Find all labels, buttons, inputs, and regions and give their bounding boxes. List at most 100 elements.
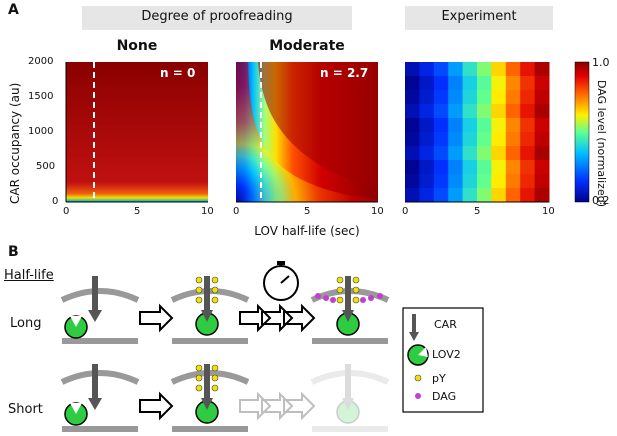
experiment-cell bbox=[419, 90, 435, 105]
experiment-cell bbox=[477, 62, 492, 77]
experiment-cell bbox=[419, 174, 435, 189]
xtick-none-0: 0 bbox=[63, 206, 70, 217]
experiment-cell bbox=[477, 160, 492, 175]
experiment-cell bbox=[419, 62, 435, 77]
experiment-cell bbox=[505, 76, 521, 91]
none-title: None bbox=[116, 38, 158, 54]
panel-a-label: A bbox=[8, 2, 19, 18]
ytick-0: 0 bbox=[52, 196, 59, 207]
experiment-cell bbox=[433, 174, 449, 189]
experiment-cell bbox=[433, 188, 449, 203]
experiment-cell bbox=[505, 174, 521, 189]
legend-lov2: LOV2 bbox=[432, 348, 461, 361]
experiment-cell bbox=[419, 146, 435, 161]
experiment-cell bbox=[448, 118, 464, 133]
experiment-cell bbox=[405, 188, 420, 203]
experiment-cell bbox=[505, 146, 521, 161]
experiment-cell bbox=[433, 90, 449, 105]
experiment-cell bbox=[419, 104, 435, 119]
experiment-cell bbox=[491, 62, 507, 77]
experiment-cell bbox=[419, 160, 435, 175]
experiment-cell bbox=[433, 118, 449, 133]
experiment-cell bbox=[491, 146, 507, 161]
experiment-cell bbox=[505, 160, 521, 175]
experiment-cell bbox=[448, 90, 464, 105]
xtick-none-5: 5 bbox=[134, 206, 141, 217]
experiment-header: Experiment bbox=[405, 6, 553, 30]
experiment-cell bbox=[405, 132, 420, 147]
experiment-cell bbox=[405, 76, 420, 91]
experiment-cell bbox=[534, 174, 550, 189]
experiment-cell bbox=[462, 62, 478, 77]
experiment-cell bbox=[534, 62, 550, 77]
experiment-cell bbox=[520, 90, 536, 105]
colorbar-label: DAG level (normalized) bbox=[595, 80, 608, 207]
ytick-2000: 2000 bbox=[28, 56, 54, 67]
proofreading-header: Degree of proofreading bbox=[82, 6, 352, 30]
experiment-cell bbox=[462, 160, 478, 175]
experiment-cell bbox=[433, 76, 449, 91]
experiment-cell bbox=[491, 174, 507, 189]
experiment-cell bbox=[477, 104, 492, 119]
experiment-cell bbox=[491, 118, 507, 133]
experiment-cell bbox=[462, 90, 478, 105]
experiment-cell bbox=[477, 118, 492, 133]
experiment-cell bbox=[448, 132, 464, 147]
experiment-cell bbox=[433, 104, 449, 119]
experiment-cell bbox=[405, 160, 420, 175]
experiment-cell bbox=[462, 132, 478, 147]
experiment-cell bbox=[433, 62, 449, 77]
heatmap-moderate-curve bbox=[236, 62, 378, 202]
experiment-cell bbox=[534, 76, 550, 91]
experiment-cell bbox=[520, 188, 536, 203]
experiment-cell bbox=[462, 188, 478, 203]
annotation-none: n = 0 bbox=[160, 66, 196, 80]
xtick-mod-0: 0 bbox=[233, 206, 240, 217]
experiment-cell bbox=[462, 146, 478, 161]
experiment-cell bbox=[448, 160, 464, 175]
row-long-label: Long bbox=[10, 316, 42, 331]
experiment-cell bbox=[405, 62, 420, 77]
heatmap-experiment bbox=[405, 62, 550, 203]
experiment-cell bbox=[505, 188, 521, 203]
experiment-cell bbox=[491, 160, 507, 175]
experiment-cell bbox=[462, 104, 478, 119]
legend-car: CAR bbox=[434, 318, 457, 331]
experiment-cell bbox=[520, 146, 536, 161]
y-axis-label: CAR occupancy (au) bbox=[8, 82, 22, 204]
colorbar-tick-min: 0.2 bbox=[592, 194, 610, 207]
experiment-cell bbox=[491, 132, 507, 147]
experiment-cell bbox=[419, 188, 435, 203]
xtick-exp-10: 10 bbox=[542, 206, 555, 217]
xtick-exp-5: 5 bbox=[474, 206, 481, 217]
experiment-cell bbox=[477, 188, 492, 203]
experiment-cell bbox=[477, 90, 492, 105]
legend-dag: DAG bbox=[432, 390, 457, 403]
experiment-cell bbox=[448, 174, 464, 189]
row-short-label: Short bbox=[8, 402, 43, 417]
experiment-cell bbox=[448, 62, 464, 77]
experiment-cell bbox=[520, 118, 536, 133]
experiment-cell bbox=[419, 132, 435, 147]
experiment-cell bbox=[505, 104, 521, 119]
experiment-cell bbox=[534, 188, 550, 203]
experiment-cell bbox=[505, 90, 521, 105]
experiment-cell bbox=[505, 132, 521, 147]
colorbar-tick-max: 1.0 bbox=[592, 56, 610, 69]
halflife-header: Half-life bbox=[4, 268, 54, 283]
experiment-cell bbox=[505, 118, 521, 133]
experiment-cell bbox=[405, 104, 420, 119]
ytick-1500: 1500 bbox=[28, 91, 54, 102]
experiment-cell bbox=[505, 62, 521, 77]
experiment-cell bbox=[448, 146, 464, 161]
xtick-exp-0: 0 bbox=[402, 206, 409, 217]
experiment-cell bbox=[477, 76, 492, 91]
experiment-cell bbox=[448, 76, 464, 91]
x-axis-label: LOV half-life (sec) bbox=[254, 224, 360, 238]
experiment-cell bbox=[491, 90, 507, 105]
colorbar bbox=[574, 61, 590, 203]
xtick-mod-10: 10 bbox=[371, 206, 384, 217]
experiment-cell bbox=[534, 160, 550, 175]
experiment-cell bbox=[477, 146, 492, 161]
moderate-title: Moderate bbox=[269, 38, 345, 54]
